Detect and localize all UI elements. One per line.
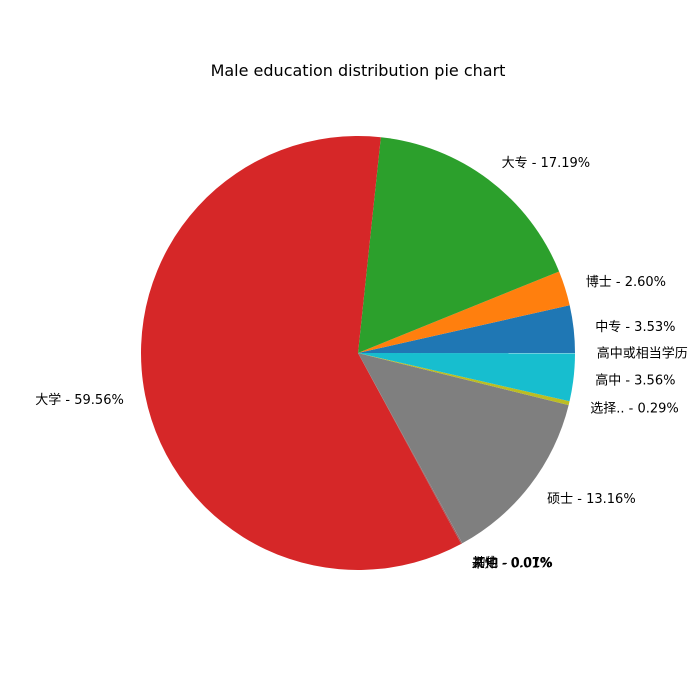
pie-slice-4	[358, 353, 462, 544]
pie-label-1: 博士 - 2.60%	[586, 275, 666, 290]
pie-label-9: 高中 - 3.56%	[595, 372, 675, 388]
pie-label-0: 中专 - 3.53%	[595, 320, 675, 335]
pie-label-6: 初中 - 0.01%	[473, 556, 553, 571]
pie-label-8: 选择.. - 0.29%	[590, 402, 679, 417]
pie-slice-2	[358, 137, 560, 353]
pie-label-2: 大专 - 17.19%	[502, 156, 591, 171]
pie-slice-3	[141, 135, 462, 570]
pie-label-5: 其他 - 0.07%	[472, 556, 552, 571]
chart-title: Male education distribution pie chart	[211, 61, 506, 80]
pie-slice-5	[358, 353, 463, 544]
pie-label-10: 高中或相当学历	[597, 346, 688, 362]
pie-labels: 中专 - 3.53% 博士 - 2.60% 大专 - 17.19% 大学 - 59.5…	[35, 156, 687, 572]
pie-label-4: 未知 - 0.01%	[472, 555, 552, 571]
pie-slice-6	[358, 353, 463, 544]
pie-slice-7	[358, 353, 569, 544]
pie-slices	[141, 135, 575, 570]
pie-label-7: 硕士 - 13.16%	[547, 492, 636, 507]
pie-slice-0	[358, 305, 575, 353]
pie-slice-1	[358, 271, 570, 353]
pie-slice-9	[358, 353, 575, 402]
pie-slice-8	[358, 353, 570, 406]
pie-label-3: 大学 - 59.56%	[35, 392, 124, 408]
